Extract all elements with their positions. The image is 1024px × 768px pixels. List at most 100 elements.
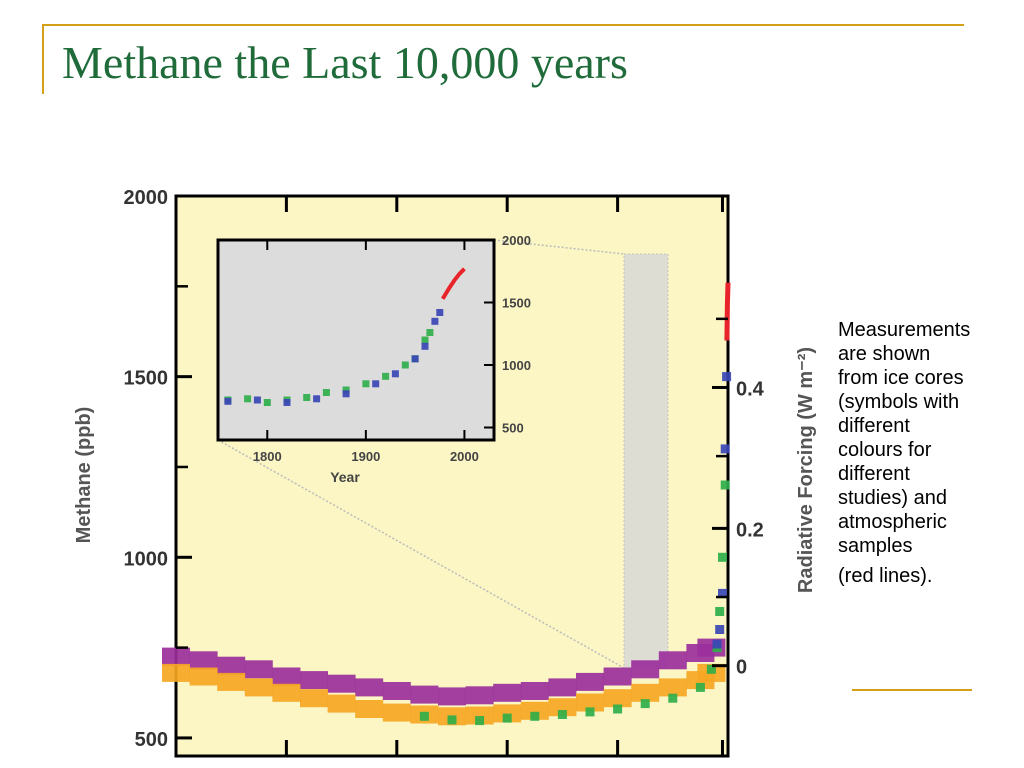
caption-line: samples — [838, 535, 913, 557]
data-point-purple — [631, 660, 660, 679]
slide-title: Methane the Last 10,000 years — [62, 37, 628, 88]
data-point-green — [362, 380, 370, 388]
y2-tick-label: 0.2 — [736, 519, 764, 541]
data-point-blue — [715, 625, 725, 634]
zoom-region-box — [623, 253, 669, 669]
title-rule-left — [42, 24, 44, 94]
data-point-orange — [217, 672, 246, 691]
data-point-orange — [327, 694, 356, 713]
data-point-green — [401, 361, 409, 369]
data-point-orange — [244, 678, 273, 697]
main-data-marks — [162, 282, 732, 726]
data-point-purple — [465, 686, 494, 705]
data-point-purple — [603, 667, 632, 686]
inset-y-tick-label: 1000 — [502, 358, 531, 373]
title-rule-top — [42, 24, 964, 26]
data-point-blue — [718, 588, 727, 598]
data-point-purple — [493, 683, 522, 702]
series-red-line — [724, 282, 731, 341]
y-tick-label: 2000 — [124, 187, 169, 209]
data-point-orange — [355, 700, 384, 718]
data-point-green — [706, 664, 716, 674]
data-point-purple — [438, 687, 466, 706]
inset-y-tick-label: 2000 — [502, 233, 531, 248]
data-point-purple — [520, 682, 549, 700]
data-point-orange — [548, 698, 577, 717]
main-axes: 500 1000 1500 2000 0 0.2 0.4 — [124, 187, 765, 756]
data-point-green — [426, 329, 434, 336]
data-point-purple — [382, 682, 411, 700]
inset-y-tick-label: 1500 — [502, 296, 531, 311]
inset-data-marks — [224, 267, 466, 406]
data-point-green — [421, 336, 429, 344]
data-point-blue — [411, 355, 419, 363]
y-tick-label: 1500 — [124, 368, 169, 390]
caption-text: Measurements are shown from ice cores (symb… — [838, 318, 1018, 588]
caption-line: studies) and — [838, 487, 947, 509]
data-point-purple — [410, 685, 439, 704]
data-point-blue — [253, 396, 261, 404]
caption-line: different — [838, 415, 910, 437]
caption-line: from ice cores — [838, 367, 964, 389]
data-point-green — [322, 389, 330, 396]
data-point-blue — [720, 444, 730, 454]
data-point-orange — [603, 689, 632, 708]
data-point-green — [342, 386, 350, 394]
data-point-orange — [493, 704, 522, 723]
data-point-orange — [272, 683, 301, 702]
data-point-blue — [372, 380, 380, 388]
data-point-orange — [189, 667, 218, 686]
data-point-purple — [189, 651, 218, 670]
data-point-orange — [520, 701, 549, 720]
data-point-purple — [355, 678, 384, 697]
data-point-orange — [631, 683, 660, 702]
data-point-green — [475, 716, 485, 726]
data-point-green — [530, 711, 540, 721]
data-point-green — [502, 713, 512, 723]
caption-line: colours for — [838, 439, 932, 461]
data-point-orange — [465, 706, 494, 725]
data-point-green — [720, 480, 730, 490]
data-point-orange — [658, 678, 687, 697]
y-tick-label: 1000 — [124, 548, 169, 570]
caption-line: (red lines). — [838, 565, 933, 587]
data-point-green — [557, 710, 567, 719]
inset-plot-area — [216, 238, 496, 442]
zoom-connector-top — [493, 239, 625, 255]
caption-line: (symbols with — [838, 391, 960, 413]
data-point-purple — [576, 672, 604, 691]
data-point-blue — [421, 342, 429, 350]
caption-line: Measurements — [838, 319, 971, 341]
inset-x-tick-label: 1900 — [351, 449, 380, 464]
y-tick-label: 500 — [135, 729, 168, 751]
data-point-green — [640, 699, 650, 709]
data-point-orange — [162, 663, 190, 682]
data-point-green — [447, 715, 457, 725]
inset-axes: 1800 1900 2000 500 1000 1500 2000 — [253, 233, 531, 464]
caption-line: different — [838, 463, 910, 485]
data-point-blue — [722, 372, 732, 382]
data-point-orange — [382, 703, 411, 722]
data-point-blue — [283, 399, 291, 406]
caption-line: are shown — [838, 343, 931, 365]
data-point-blue — [391, 370, 399, 378]
data-point-purple — [327, 674, 356, 693]
data-point-purple — [272, 667, 301, 686]
inset-y-tick-label: 500 — [502, 421, 524, 436]
data-point-blue — [224, 397, 232, 405]
data-point-green — [382, 372, 390, 380]
y2-tick-label: 0 — [736, 657, 747, 679]
data-point-green — [613, 704, 623, 714]
main-y-axis-title: Methane (ppb) — [73, 407, 95, 544]
data-point-blue — [342, 390, 350, 398]
series-red-line — [440, 267, 466, 300]
data-point-orange — [300, 689, 328, 708]
inset-x-tick-label: 2000 — [450, 449, 479, 464]
data-point-green — [419, 711, 429, 721]
data-point-green — [244, 395, 252, 403]
data-point-blue — [431, 317, 439, 325]
data-point-purple — [300, 671, 328, 690]
inset-x-tick-label: 1800 — [253, 449, 282, 464]
bottom-rule — [852, 689, 972, 691]
